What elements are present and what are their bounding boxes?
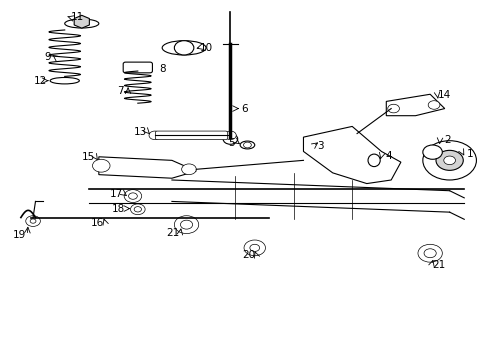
Text: 11: 11 (71, 13, 84, 22)
Text: 15: 15 (81, 152, 95, 162)
Circle shape (182, 164, 196, 175)
Text: 4: 4 (386, 151, 392, 161)
Circle shape (180, 220, 193, 229)
Text: 5: 5 (228, 138, 235, 148)
Circle shape (93, 159, 110, 172)
Circle shape (174, 216, 199, 234)
Circle shape (134, 207, 142, 212)
Ellipse shape (162, 41, 206, 55)
Text: 12: 12 (34, 76, 47, 86)
FancyBboxPatch shape (123, 62, 152, 73)
Circle shape (428, 101, 440, 109)
Polygon shape (303, 126, 401, 184)
Circle shape (250, 244, 260, 251)
Text: 13: 13 (134, 127, 147, 137)
Circle shape (388, 104, 399, 113)
Text: 14: 14 (438, 90, 451, 100)
Circle shape (223, 134, 238, 144)
Ellipse shape (65, 19, 99, 28)
Circle shape (244, 142, 251, 148)
Text: 16: 16 (91, 218, 104, 228)
Circle shape (444, 156, 456, 165)
Circle shape (436, 150, 463, 170)
Text: 17: 17 (110, 189, 123, 199)
Text: 6: 6 (242, 104, 248, 113)
Text: 2: 2 (444, 135, 450, 145)
Polygon shape (99, 157, 196, 178)
Text: 18: 18 (112, 203, 125, 213)
Text: 21: 21 (432, 260, 445, 270)
Circle shape (26, 216, 40, 226)
FancyBboxPatch shape (155, 131, 227, 140)
Ellipse shape (368, 154, 380, 167)
Circle shape (423, 145, 442, 159)
Circle shape (128, 193, 137, 199)
Circle shape (424, 249, 436, 258)
Circle shape (174, 41, 194, 55)
Text: 3: 3 (317, 141, 324, 151)
Text: 19: 19 (13, 230, 26, 240)
Text: 7: 7 (118, 86, 124, 96)
Ellipse shape (50, 77, 79, 84)
Text: 9: 9 (45, 52, 51, 62)
Text: 8: 8 (159, 64, 166, 73)
Circle shape (124, 190, 142, 203)
Circle shape (423, 141, 476, 180)
Circle shape (149, 131, 161, 140)
Text: 10: 10 (199, 43, 213, 53)
Ellipse shape (240, 141, 255, 149)
Polygon shape (386, 94, 445, 116)
Circle shape (30, 219, 36, 223)
Text: 20: 20 (243, 250, 255, 260)
Circle shape (244, 240, 266, 256)
Circle shape (418, 244, 442, 262)
Text: 1: 1 (467, 149, 474, 159)
Circle shape (224, 131, 236, 140)
Text: 21: 21 (166, 228, 179, 238)
Circle shape (130, 204, 145, 215)
